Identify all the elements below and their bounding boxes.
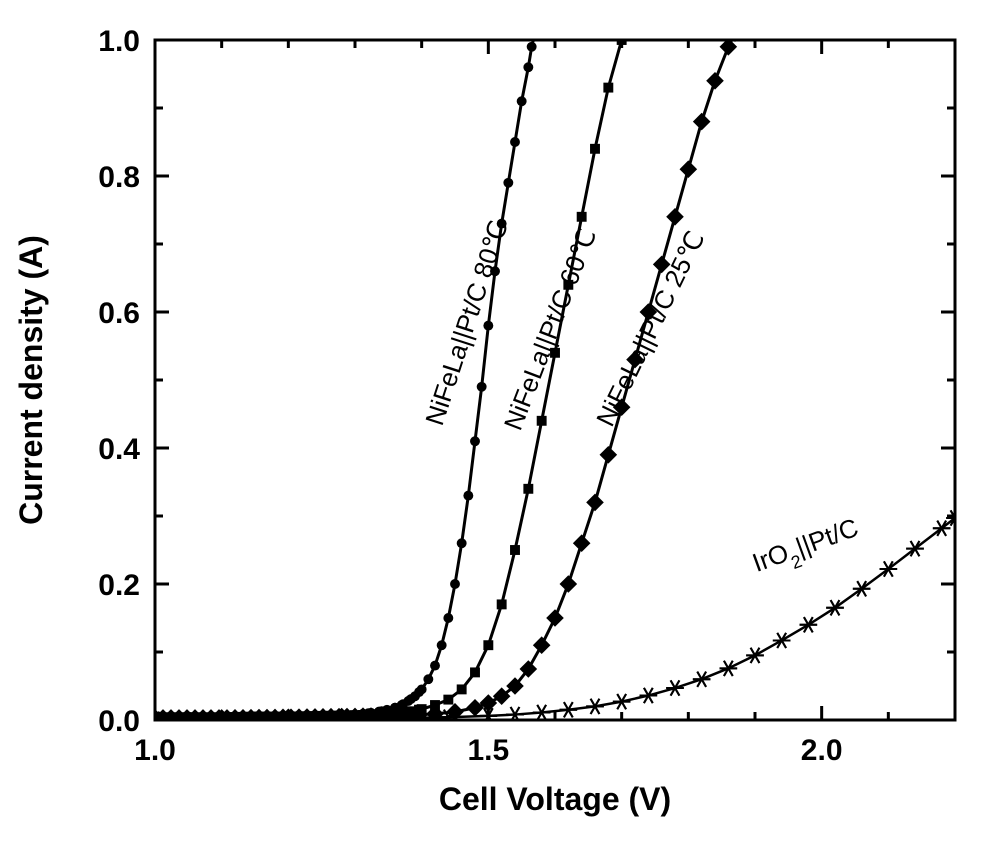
series-nifela-80 — [150, 28, 540, 721]
chart-container: 1.0 1.5 2.0 0.0 0.2 0.4 0.6 0.8 1.0 Cell Voltage … — [0, 0, 1000, 859]
series-line — [155, 33, 535, 716]
series-label-nifela-80: NiFeLa||Pt/C 80℃ — [419, 217, 513, 429]
y-tick-label: 0.6 — [98, 297, 140, 330]
x-tick-label: 2.0 — [801, 734, 843, 767]
x-axis-label: Cell Voltage (V) — [439, 781, 671, 817]
chart-svg: 1.0 1.5 2.0 0.0 0.2 0.4 0.6 0.8 1.0 Cell Voltage … — [0, 0, 1000, 859]
y-axis-label: Current density (A) — [13, 235, 49, 525]
y-tick-label: 0.0 — [98, 705, 140, 738]
x-tick-label: 1.5 — [467, 734, 509, 767]
y-tick-label: 0.4 — [98, 433, 140, 466]
series-label-nifela-60: NiFeLa||Pt/C 60℃ — [498, 224, 602, 434]
y-tick-label: 0.2 — [98, 569, 140, 602]
y-tick-label: 1.0 — [98, 25, 140, 58]
series-group — [146, 15, 964, 727]
y-tick-label: 0.8 — [98, 161, 140, 194]
x-tick-label: 1.0 — [134, 734, 176, 767]
series-label-iro2: IrO2||Pt/C — [748, 512, 865, 585]
series-label-nifela-25: NiFeLa||Pt/C 25℃ — [590, 226, 710, 431]
